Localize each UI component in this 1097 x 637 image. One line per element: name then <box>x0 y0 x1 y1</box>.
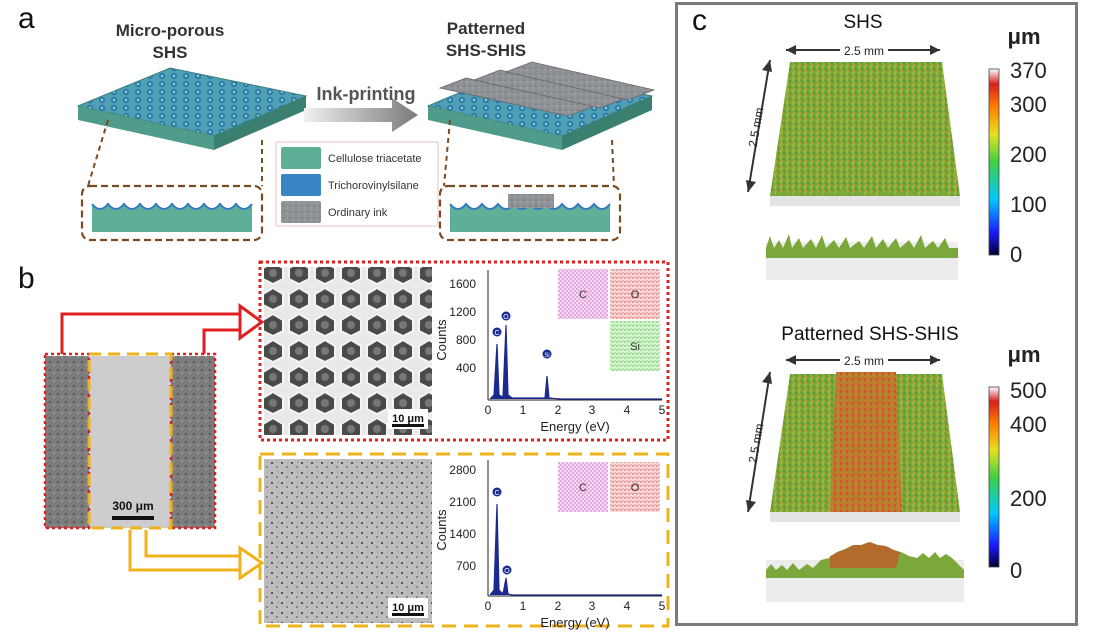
svg-text:2800: 2800 <box>449 463 476 477</box>
sem-ink-inset: 10 μm <box>264 459 432 623</box>
shs-surface-3d <box>770 62 960 206</box>
legend-swatch-silane <box>281 174 321 196</box>
legend-label-silane: Trichorovinylsilane <box>328 180 419 192</box>
yellow-inset-frame <box>258 452 670 628</box>
c-top-cb-tick-100: 100 <box>1010 192 1047 217</box>
shs-cross-section <box>80 184 264 242</box>
svg-text:O: O <box>631 289 640 301</box>
svg-text:0: 0 <box>485 403 492 417</box>
c-bottom-cb-tick-0: 0 <box>1010 558 1022 583</box>
svg-text:Si: Si <box>544 353 549 359</box>
shs-shis-slab <box>426 61 656 150</box>
svg-text:700: 700 <box>456 559 476 573</box>
right-title-line1: Patterned <box>447 19 525 38</box>
svg-text:Energy (eV): Energy (eV) <box>540 615 609 630</box>
svg-text:0: 0 <box>485 599 492 613</box>
svg-text:800: 800 <box>456 333 476 347</box>
legend-label-ink: Ordinary ink <box>328 207 388 219</box>
shs-shis-surface-side <box>766 542 964 602</box>
material-legend: Cellulose triacetate Trichorovinylsilane… <box>275 141 439 227</box>
svg-text:1: 1 <box>520 403 527 417</box>
svg-text:Energy (eV): Energy (eV) <box>540 419 609 434</box>
svg-text:5: 5 <box>659 599 666 613</box>
svg-text:2: 2 <box>555 599 562 613</box>
c-top-cb-tick-370: 370 <box>1010 58 1047 83</box>
shs-surface-side <box>766 234 958 280</box>
svg-text:5: 5 <box>659 403 666 417</box>
c-bottom-dim-x: 2.5 mm <box>844 354 884 368</box>
legend-label-cellulose: Cellulose triacetate <box>328 153 422 165</box>
shs-slab <box>76 67 308 150</box>
svg-text:10 μm: 10 μm <box>392 602 424 614</box>
c-top-dim-x: 2.5 mm <box>844 44 884 58</box>
panel-b-figure: 300 μm 10 μm 10 μm 1600 1200 800 400 0 1… <box>43 260 670 630</box>
svg-text:4: 4 <box>624 599 631 613</box>
svg-text:Si: Si <box>630 341 640 353</box>
legend-swatch-ink <box>281 201 321 223</box>
c-top-cb-tick-300: 300 <box>1010 92 1047 117</box>
eds-chart-bottom: 2800 2100 1400 700 0 1 2 3 4 5 Energy (e… <box>434 460 666 630</box>
svg-text:2: 2 <box>555 403 562 417</box>
yellow-arrow-head <box>238 545 265 581</box>
c-top-cb-tick-200: 200 <box>1010 142 1047 167</box>
c-top-cb-tick-0: 0 <box>1010 242 1022 267</box>
c-top-unit: μm <box>1007 24 1040 49</box>
red-connector-arrows <box>60 312 240 354</box>
ink-printing-label: Ink-printing <box>317 84 416 104</box>
sem-scale-label: 300 μm <box>112 499 153 513</box>
c-top-dim-y: 2.5 mm <box>746 106 767 148</box>
left-title-line1: Micro-porous <box>116 21 225 40</box>
sem-scale-bar <box>112 516 154 520</box>
sem-overview-image: 300 μm <box>43 352 217 530</box>
svg-text:Counts: Counts <box>434 509 449 551</box>
svg-text:1600: 1600 <box>449 277 476 291</box>
red-arrow-head <box>238 303 265 341</box>
c-bottom-title: Patterned SHS-SHIS <box>781 324 958 345</box>
svg-text:O: O <box>503 314 509 321</box>
shs-shis-surface-3d <box>770 372 960 522</box>
svg-text:C: C <box>579 482 587 494</box>
c-top-title: SHS <box>843 12 882 33</box>
svg-text:C: C <box>494 330 499 337</box>
c-bottom-unit: μm <box>1007 342 1040 367</box>
ink-printing-arrow <box>304 98 418 132</box>
svg-text:1: 1 <box>520 599 527 613</box>
panel-letter-c: c <box>692 4 707 37</box>
yellow-connector-arrows <box>128 530 240 572</box>
svg-text:400: 400 <box>456 361 476 375</box>
eds-chart-top: 1600 1200 800 400 0 1 2 3 4 5 Energy (eV… <box>434 269 666 434</box>
c-bottom-cb-tick-500: 500 <box>1010 378 1047 403</box>
svg-text:3: 3 <box>589 599 596 613</box>
shs-shis-cross-section <box>438 184 622 242</box>
sem-porous-inset: 10 μm <box>264 267 432 435</box>
panel-letter-a: a <box>18 2 35 35</box>
c-bottom-colorbar <box>988 386 1000 568</box>
svg-text:O: O <box>504 568 510 575</box>
panel-c-frame <box>675 2 1078 626</box>
c-bottom-cb-tick-400: 400 <box>1010 412 1047 437</box>
left-title-line2: SHS <box>153 43 188 62</box>
panel-letter-b: b <box>18 262 35 295</box>
c-bottom-cb-tick-200: 200 <box>1010 486 1047 511</box>
svg-text:3: 3 <box>589 403 596 417</box>
svg-text:1200: 1200 <box>449 305 476 319</box>
legend-swatch-cellulose <box>281 147 321 169</box>
c-bottom-dim-y: 2.5 mm <box>746 422 767 464</box>
right-title-line2: SHS-SHIS <box>446 41 526 60</box>
svg-text:C: C <box>494 490 499 497</box>
svg-text:Counts: Counts <box>434 319 449 361</box>
svg-text:2100: 2100 <box>449 495 476 509</box>
red-inset-frame <box>258 260 670 442</box>
panel-c-surfaces: SHS 2.5 mm 2.5 mm μm 370 300 200 100 0 P… <box>746 12 1047 602</box>
svg-text:C: C <box>579 289 587 301</box>
panel-a-schematic: Micro-porous SHS Patterned SHS-SHIS Ink-… <box>76 19 656 242</box>
svg-text:10 μm: 10 μm <box>392 413 424 425</box>
c-top-colorbar <box>988 68 1000 256</box>
svg-text:4: 4 <box>624 403 631 417</box>
svg-text:O: O <box>631 482 640 494</box>
svg-text:1400: 1400 <box>449 527 476 541</box>
